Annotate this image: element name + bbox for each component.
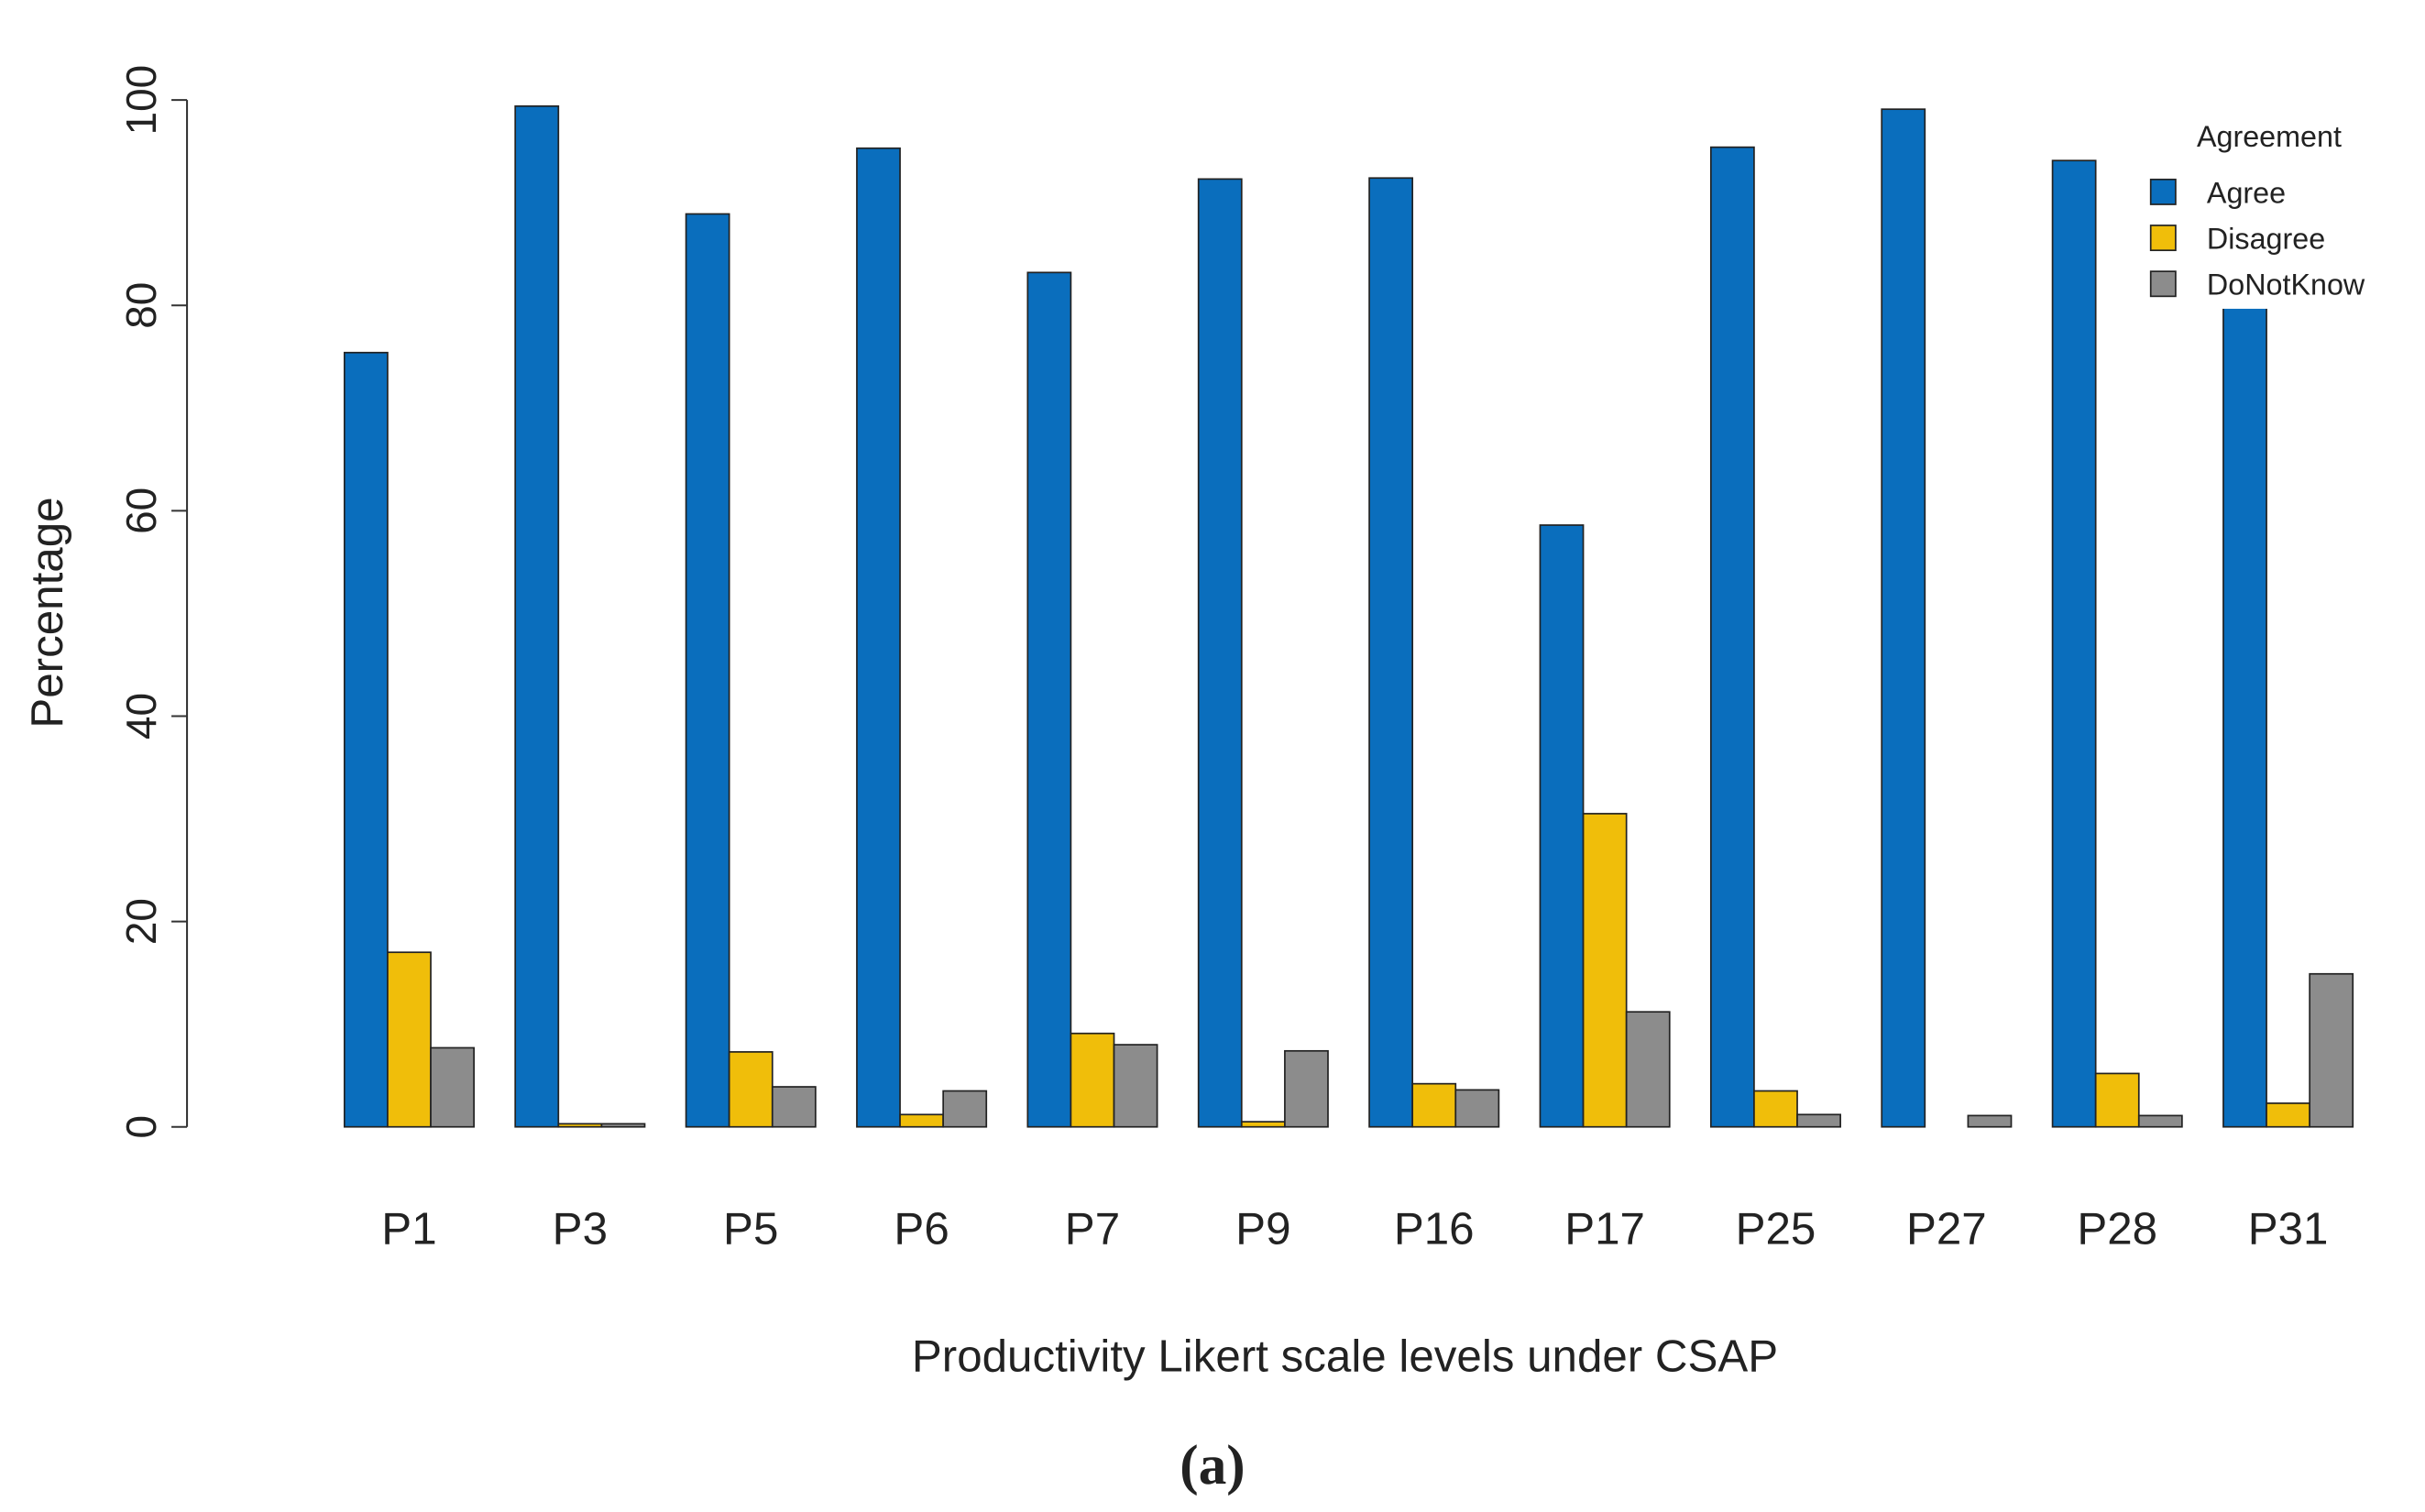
x-tick-label: P16 [1394, 1203, 1475, 1254]
bar [2094, 1072, 2140, 1128]
bar [1709, 146, 1755, 1128]
x-tick-label: P9 [1235, 1203, 1290, 1254]
x-tick-label: P6 [894, 1203, 949, 1254]
bar [1454, 1089, 1500, 1128]
legend-title: Agreement [2197, 120, 2342, 153]
bar [685, 213, 730, 1128]
bar [1197, 178, 1243, 1128]
bar [856, 147, 901, 1128]
bar [557, 1123, 603, 1128]
y-axis-label: Percentage [22, 497, 72, 728]
bar [1070, 1032, 1115, 1128]
x-tick-label: P31 [2248, 1203, 2329, 1254]
bar [2137, 1114, 2183, 1128]
bar [1411, 1082, 1457, 1128]
legend-background [2134, 105, 2422, 309]
x-axis-label: Productivity Likert scale levels under C… [912, 1331, 1778, 1382]
bar [430, 1046, 475, 1128]
x-tick-label: P5 [723, 1203, 778, 1254]
legend: Agreement Agree Disagree DoNotKnow [2134, 105, 2422, 309]
legend-swatch [2149, 178, 2177, 205]
y-tick-label: 20 [117, 898, 165, 945]
bar [343, 351, 389, 1128]
x-tick-label: P3 [553, 1203, 608, 1254]
x-tick-label: P1 [381, 1203, 436, 1254]
y-tick-label: 100 [117, 65, 165, 136]
bar [1582, 813, 1628, 1128]
legend-swatch [2149, 225, 2177, 252]
bar [1881, 108, 1926, 1128]
legend-label: Agree [2207, 176, 2286, 209]
legend-swatch [2149, 270, 2177, 298]
bar [942, 1090, 988, 1128]
bar [728, 1051, 774, 1128]
x-tick-label: P17 [1564, 1203, 1645, 1254]
bar [1625, 1011, 1671, 1128]
x-tick-label: P27 [1906, 1203, 1987, 1254]
caption: (a) [1180, 1434, 1245, 1496]
y-tick-label: 40 [117, 693, 165, 740]
bar [1026, 271, 1072, 1128]
bar [1967, 1114, 2013, 1128]
y-tick-label: 60 [117, 488, 165, 534]
x-tick-label: P7 [1065, 1203, 1120, 1254]
bar [514, 104, 560, 1128]
plot-area: 0 20 40 60 80 100 P1 P3 P5 P6 P7 P9 P16 P17 P25 P27 P28 P… [117, 65, 2354, 1254]
bar [2266, 1102, 2311, 1128]
y-tick-label: 0 [117, 1115, 165, 1139]
bar [1796, 1113, 1841, 1128]
bar [1753, 1090, 1798, 1128]
legend-label: DoNotKnow [2207, 268, 2365, 301]
bar [600, 1123, 646, 1128]
bar [899, 1113, 945, 1128]
bar [1539, 524, 1585, 1128]
bar [1368, 177, 1414, 1128]
bar [1113, 1044, 1158, 1128]
bar [771, 1086, 817, 1128]
x-tick-label: P25 [1736, 1203, 1816, 1254]
bar [2051, 159, 2097, 1128]
legend-label: Disagree [2207, 222, 2325, 255]
bar [387, 951, 432, 1128]
y-tick-label: 80 [117, 282, 165, 329]
bar [2222, 275, 2267, 1128]
x-tick-label: P28 [2077, 1203, 2157, 1254]
bar [1284, 1049, 1329, 1128]
bar [2309, 972, 2354, 1128]
bar [1240, 1121, 1286, 1128]
